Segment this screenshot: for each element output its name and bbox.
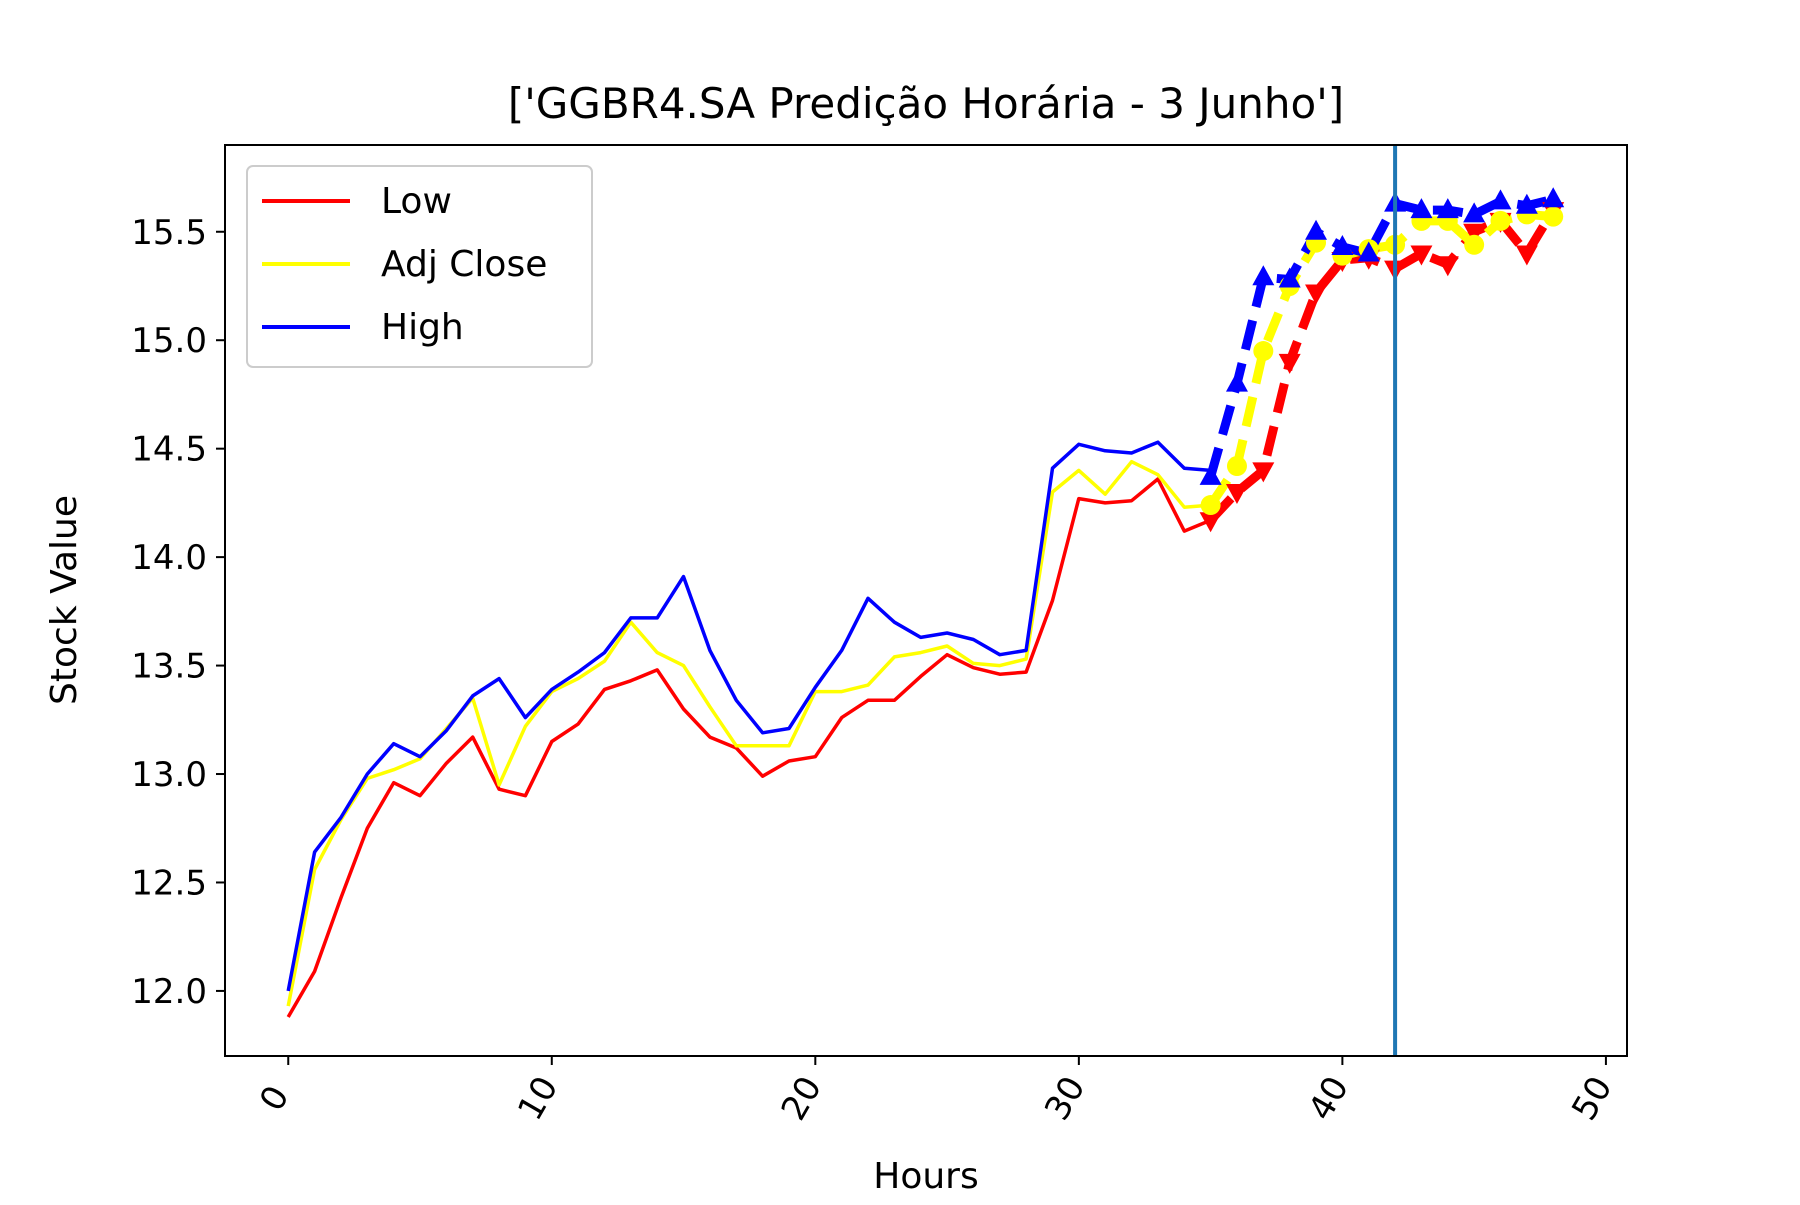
series-line-high bbox=[286, 440, 1211, 992]
x-axis-label: Hours bbox=[873, 1156, 978, 1197]
prediction-point-adj-close bbox=[1253, 341, 1274, 362]
prediction-point-adj-close bbox=[1200, 495, 1221, 516]
plot-frame bbox=[224, 144, 1628, 1057]
prediction-point-high bbox=[1410, 198, 1433, 219]
prediction-point-high bbox=[1305, 219, 1328, 240]
legend-label-adj-close: Adj Close bbox=[381, 244, 547, 285]
legend-box bbox=[246, 165, 593, 368]
prediction-point-high bbox=[1515, 193, 1538, 214]
chart-title: ['GGBR4.SA Predição Horária - 3 Junho'] bbox=[508, 79, 1344, 128]
prediction-point-low bbox=[1278, 353, 1301, 374]
prediction-point-adj-close bbox=[1464, 234, 1485, 255]
prediction-point-low bbox=[1436, 256, 1459, 277]
y-tick-label: 14.5 bbox=[131, 430, 207, 470]
prediction-point-low bbox=[1515, 245, 1538, 266]
legend-items: Low Adj Close High bbox=[262, 181, 547, 348]
legend: Low Adj Close High bbox=[246, 165, 593, 368]
prediction-point-adj-close bbox=[1226, 456, 1247, 477]
prediction-point-low bbox=[1252, 462, 1275, 483]
prediction-point-low bbox=[1410, 245, 1433, 266]
prediction-point-adj-close bbox=[1490, 210, 1511, 231]
prediction-point-adj-close bbox=[1543, 206, 1564, 227]
y-tick-label: 15.5 bbox=[131, 213, 207, 253]
y-tick-label: 13.0 bbox=[131, 755, 207, 795]
y-tick-label: 13.5 bbox=[131, 647, 207, 687]
legend-label-high: High bbox=[381, 307, 464, 348]
series-line-low bbox=[286, 477, 1212, 1018]
y-axis-ticks: 12.0 12.5 13.0 13.5 14.0 14.5 15.0 15.5 bbox=[131, 213, 225, 1012]
prediction-point-low bbox=[1225, 484, 1248, 505]
prediction-point-high bbox=[1542, 187, 1565, 208]
prediction-point-high bbox=[1199, 464, 1222, 485]
marker-layer bbox=[1199, 187, 1565, 533]
prediction-point-low bbox=[1199, 512, 1222, 533]
prediction-point-high bbox=[1278, 267, 1301, 288]
y-tick-label: 12.5 bbox=[131, 863, 207, 903]
prediction-line-low bbox=[1207, 207, 1558, 524]
prediction-point-high bbox=[1463, 202, 1486, 223]
prediction-point-high bbox=[1436, 198, 1459, 219]
y-tick-label: 12.0 bbox=[131, 972, 207, 1012]
y-tick-label: 14.0 bbox=[131, 538, 207, 578]
prediction-point-low bbox=[1463, 223, 1486, 244]
prediction-point-high bbox=[1225, 371, 1248, 392]
prediction-point-low bbox=[1305, 284, 1328, 305]
legend-label-low: Low bbox=[381, 181, 452, 222]
prediction-point-high bbox=[1252, 265, 1275, 286]
prediction-point-high bbox=[1331, 234, 1354, 255]
prediction-point-high bbox=[1489, 189, 1512, 210]
y-axis-label: Stock Value bbox=[44, 495, 85, 705]
prediction-point-high bbox=[1357, 241, 1380, 262]
y-tick-label: 15.0 bbox=[131, 321, 207, 361]
